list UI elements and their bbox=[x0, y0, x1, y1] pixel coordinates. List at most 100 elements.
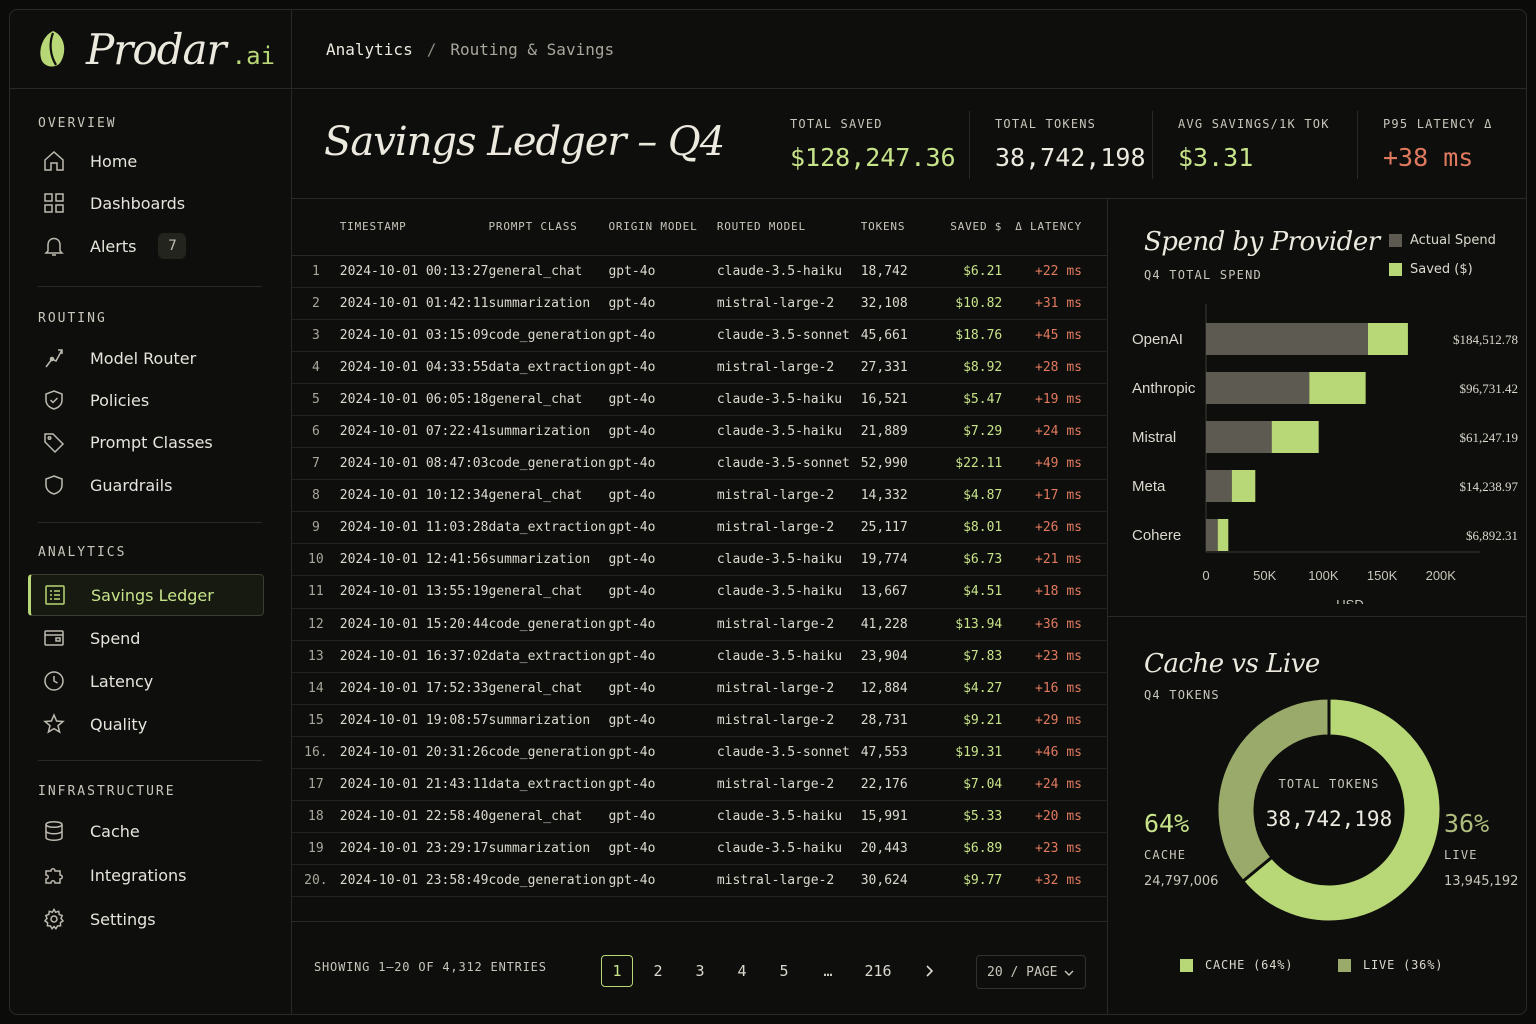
table-row[interactable]: 20. 2024-10-01 23:58:49 code_generation gpt… bbox=[292, 864, 1108, 898]
table-row[interactable]: 9 2024-10-01 11:03:28 data_extraction gpt-4… bbox=[292, 511, 1108, 545]
prompt-class-cell: code_generation bbox=[488, 736, 609, 770]
sidebar-item-dashboards[interactable]: Dashboards bbox=[28, 183, 264, 223]
next-page-button[interactable] bbox=[913, 955, 945, 987]
breadcrumb-parent[interactable]: Analytics bbox=[326, 39, 413, 59]
cache-donut-chart: TOTAL TOKENS 38,742,198 bbox=[1215, 696, 1443, 924]
panel-title: Cache vs Live bbox=[1144, 649, 1320, 679]
table-row[interactable]: 7 2024-10-01 08:47:03 code_generation gpt-4… bbox=[292, 447, 1108, 481]
brand[interactable]: Prodar .ai bbox=[10, 10, 291, 89]
origin-model-cell: gpt-4o bbox=[608, 800, 717, 834]
brand-tld: .ai bbox=[231, 42, 275, 70]
sidebar-item-model-router[interactable]: Model Router bbox=[28, 338, 264, 378]
timestamp-cell: 2024-10-01 06:05:18 bbox=[339, 383, 489, 416]
nav-section-overview: OVERVIEW bbox=[38, 116, 117, 131]
timestamp-cell: 2024-10-01 07:22:41 bbox=[339, 415, 489, 449]
column-header-prompt-class[interactable]: PROMPT CLASS bbox=[488, 199, 609, 256]
table-row[interactable]: 13 2024-10-01 16:37:02 data_extraction gpt-… bbox=[292, 640, 1108, 673]
latency-cell: +46 ms bbox=[1002, 736, 1108, 770]
prompt-class-cell: general_chat bbox=[488, 575, 609, 609]
logo-icon bbox=[40, 31, 65, 67]
kpi-value: 38,742,198 bbox=[995, 143, 1146, 172]
column-header-timestamp[interactable]: TIMESTAMP bbox=[339, 199, 489, 256]
legend-label: Saved ($) bbox=[1410, 262, 1473, 277]
column-header-origin-model[interactable]: ORIGIN MODEL bbox=[608, 199, 717, 256]
sidebar-item-settings[interactable]: Settings bbox=[28, 899, 264, 939]
row-index: 2 bbox=[292, 287, 340, 320]
bar-actual-spend bbox=[1206, 323, 1368, 355]
sidebar-item-latency[interactable]: Latency bbox=[28, 661, 264, 701]
saved-cell: $13.94 bbox=[928, 608, 1003, 641]
latency-cell: +18 ms bbox=[1002, 575, 1108, 609]
prompt-class-cell: general_chat bbox=[488, 383, 609, 416]
row-index: 8 bbox=[292, 479, 340, 513]
prompt-class-cell: general_chat bbox=[488, 800, 609, 834]
gear-icon bbox=[43, 908, 65, 930]
saved-cell: $4.27 bbox=[928, 672, 1003, 705]
page-button-3[interactable]: 3 bbox=[695, 962, 705, 980]
table-row[interactable]: 3 2024-10-01 03:15:09 code_generation gpt-4… bbox=[292, 319, 1108, 352]
page-button-2[interactable]: 2 bbox=[653, 962, 663, 980]
column-header-latency[interactable]: Δ LATENCY bbox=[1002, 199, 1108, 256]
routed-model-cell: mistral-large-2 bbox=[716, 351, 861, 384]
table-row[interactable]: 2 2024-10-01 01:42:11 summarization gpt-4o m… bbox=[292, 287, 1108, 320]
page-title: Savings Ledger – Q4 bbox=[324, 119, 725, 165]
page-button-5[interactable]: 5 bbox=[779, 962, 789, 980]
latency-cell: +28 ms bbox=[1002, 351, 1108, 384]
shield-icon bbox=[45, 475, 63, 495]
origin-model-cell: gpt-4o bbox=[608, 704, 717, 737]
sidebar-item-label: Integrations bbox=[90, 865, 187, 885]
page-button-4[interactable]: 4 bbox=[737, 962, 747, 980]
category-label: Cohere bbox=[1132, 527, 1181, 544]
table-row[interactable]: 4 2024-10-01 04:33:55 data_extraction gpt-4… bbox=[292, 351, 1108, 384]
per-page-value: 20 / PAGE bbox=[987, 964, 1058, 980]
table-row[interactable]: 17 2024-10-01 21:43:11 data_extraction gpt-… bbox=[292, 768, 1108, 802]
bar-saved bbox=[1217, 519, 1229, 551]
routed-model-cell: mistral-large-2 bbox=[716, 704, 861, 737]
page-button-1[interactable]: 1 bbox=[601, 955, 633, 987]
sidebar-item-label: Model Router bbox=[90, 348, 197, 368]
shield-check-icon bbox=[45, 390, 63, 410]
column-header-routed-model[interactable]: ROUTED MODEL bbox=[716, 199, 861, 256]
table-row[interactable]: 14 2024-10-01 17:52:33 general_chat gpt-4o m… bbox=[292, 672, 1108, 705]
sidebar-item-home[interactable]: Home bbox=[28, 141, 264, 181]
table-row[interactable]: 19 2024-10-01 23:29:17 summarization gpt-4o… bbox=[292, 832, 1108, 866]
sidebar-item-guardrails[interactable]: Guardrails bbox=[28, 465, 264, 505]
saved-cell: $19.31 bbox=[928, 736, 1003, 770]
prompt-class-cell: data_extraction bbox=[488, 511, 609, 545]
cache-vs-live-panel: Cache vs Live Q4 TOKENS TOTAL TOKENS 38,7… bbox=[1108, 617, 1526, 1014]
table-row[interactable]: 6 2024-10-01 07:22:41 summarization gpt-4o c… bbox=[292, 415, 1108, 449]
table-row[interactable]: 18 2024-10-01 22:58:40 general_chat gpt-4o c… bbox=[292, 800, 1108, 834]
table-row[interactable]: 12 2024-10-01 15:20:44 code_generation gpt-… bbox=[292, 608, 1108, 641]
timestamp-cell: 2024-10-01 10:12:34 bbox=[339, 479, 489, 513]
sidebar-item-spend[interactable]: Spend bbox=[28, 618, 264, 658]
sidebar-item-integrations[interactable]: Integrations bbox=[28, 855, 264, 895]
table-row[interactable]: 11 2024-10-01 13:55:19 general_chat gpt-4o c… bbox=[292, 575, 1108, 609]
saved-cell: $7.29 bbox=[928, 415, 1003, 449]
saved-cell: $4.87 bbox=[928, 479, 1003, 513]
sidebar-item-savings-ledger[interactable]: Savings Ledger bbox=[28, 574, 264, 616]
divider bbox=[38, 522, 262, 523]
table-row[interactable]: 1 2024-10-01 00:13:27 general_chat gpt-4o cl… bbox=[292, 255, 1108, 288]
table-row[interactable]: 10 2024-10-01 12:41:56 summarization gpt-4o… bbox=[292, 543, 1108, 577]
table-row[interactable]: 5 2024-10-01 06:05:18 general_chat gpt-4o cl… bbox=[292, 383, 1108, 416]
column-header-tokens[interactable]: TOKENS bbox=[860, 199, 929, 256]
column-header-saved[interactable]: SAVED $ bbox=[928, 199, 1003, 256]
sidebar-item-policies[interactable]: Policies bbox=[28, 380, 264, 420]
table-row[interactable]: 15 2024-10-01 19:08:57 summarization gpt-4o… bbox=[292, 704, 1108, 737]
chevron-right-icon bbox=[926, 965, 934, 977]
sidebar-item-cache[interactable]: Cache bbox=[28, 811, 264, 851]
kpi-avg-savings: AVG SAVINGS/1K TOK $3.31 bbox=[1178, 117, 1330, 172]
saved-cell: $4.51 bbox=[928, 575, 1003, 609]
table-row[interactable]: 8 2024-10-01 10:12:34 general_chat gpt-4o mi… bbox=[292, 479, 1108, 513]
prompt-class-cell: data_extraction bbox=[488, 351, 609, 384]
saved-cell: $8.92 bbox=[928, 351, 1003, 384]
latency-cell: +22 ms bbox=[1002, 255, 1108, 288]
page-button-last[interactable]: 216 bbox=[864, 962, 892, 980]
sidebar-item-quality[interactable]: Quality bbox=[28, 704, 264, 744]
sidebar-item-alerts[interactable]: Alerts 7 bbox=[28, 226, 264, 266]
table-row[interactable]: 16. 2024-10-01 20:31:26 code_generation gpt… bbox=[292, 736, 1108, 770]
sidebar-item-prompt-classes[interactable]: Prompt Classes bbox=[28, 422, 264, 462]
prompt-class-cell: summarization bbox=[488, 287, 609, 320]
per-page-select[interactable]: 20 / PAGE bbox=[976, 955, 1086, 989]
tokens-cell: 45,661 bbox=[860, 319, 929, 352]
